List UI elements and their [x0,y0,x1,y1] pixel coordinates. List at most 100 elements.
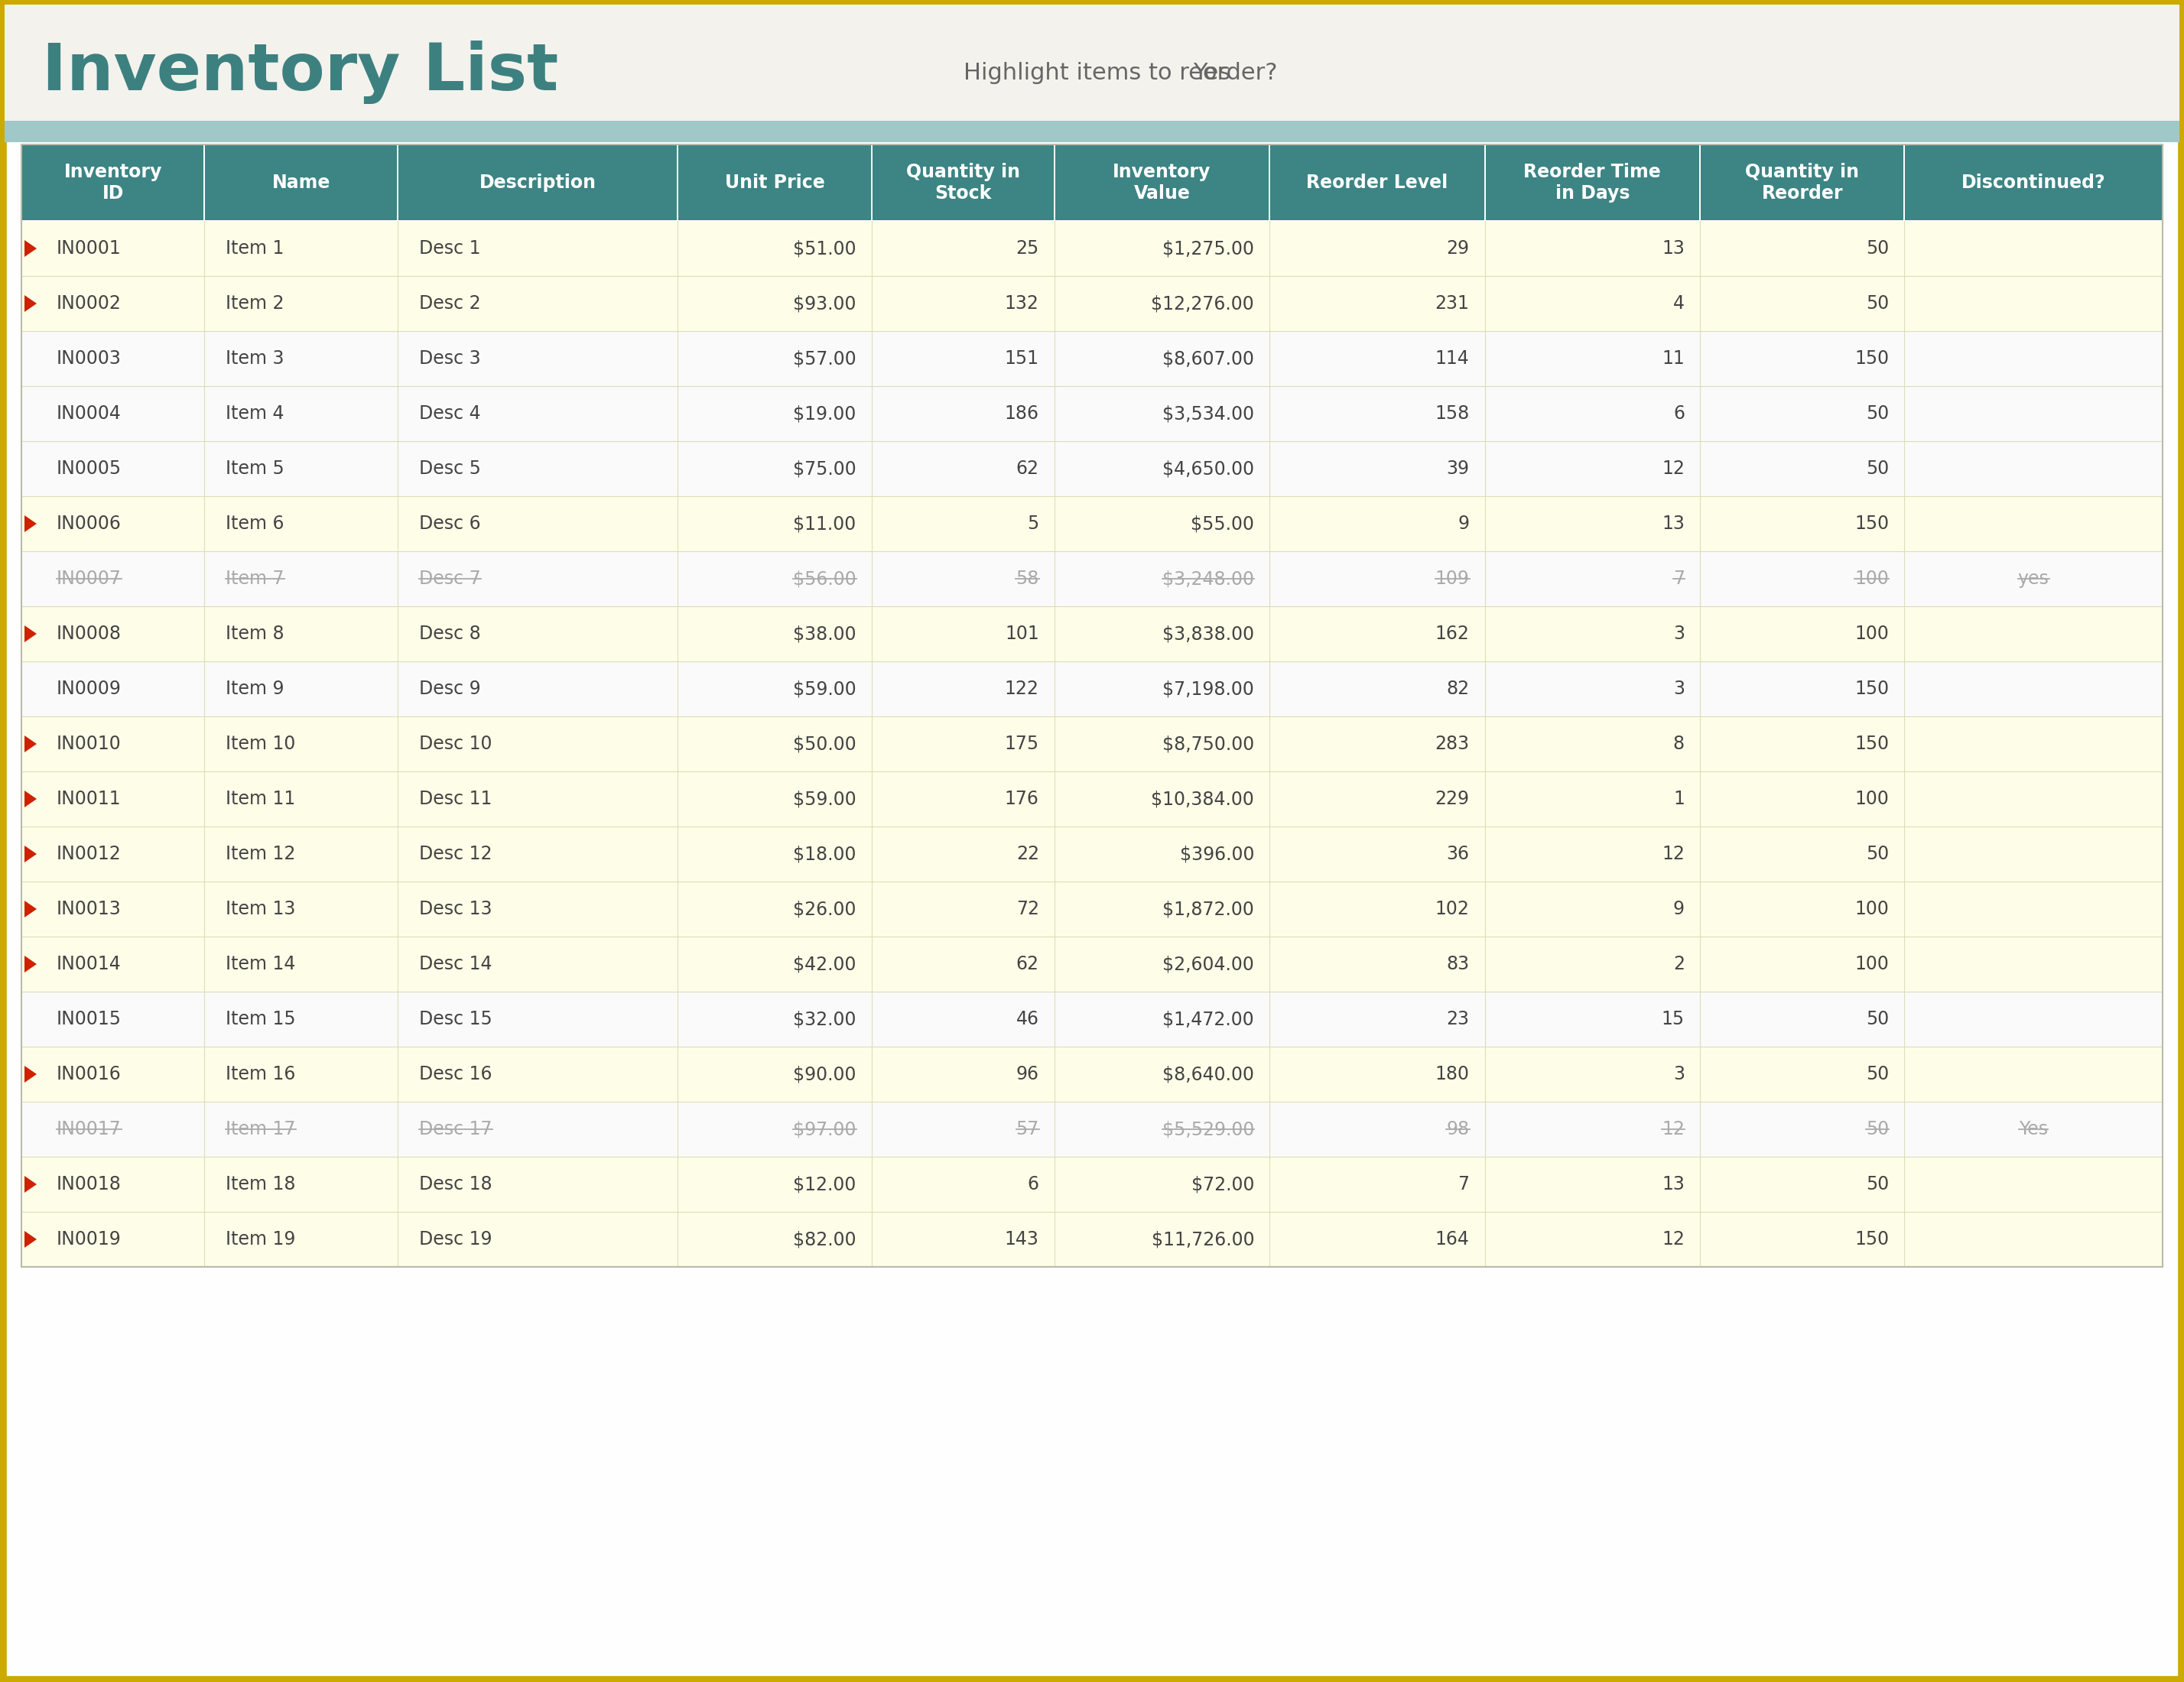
Text: IN0009: IN0009 [57,680,122,698]
Text: Item 11: Item 11 [225,791,295,807]
Text: Inventory List: Inventory List [41,40,559,104]
Text: Desc 14: Desc 14 [419,955,491,974]
Text: $57.00: $57.00 [793,350,856,368]
Bar [22,387,2162,441]
Text: 143: 143 [1005,1230,1040,1248]
Text: $8,750.00: $8,750.00 [1162,735,1254,754]
Text: 50: 50 [1865,294,1889,313]
Text: IN0014: IN0014 [57,955,122,974]
Text: 8: 8 [1673,735,1684,754]
Bar [4,121,2180,143]
Text: 150: 150 [1854,680,1889,698]
Text: 96: 96 [1016,1065,1040,1083]
Text: 3: 3 [1673,624,1684,643]
Text: Item 19: Item 19 [225,1230,295,1248]
Text: 2: 2 [1673,955,1684,974]
Text: IN0003: IN0003 [57,350,122,368]
Text: 50: 50 [1865,1120,1889,1139]
Bar [22,552,2162,606]
Text: 150: 150 [1854,515,1889,533]
Bar [679,145,871,220]
Bar [22,826,2162,881]
Text: IN0002: IN0002 [57,294,122,313]
Text: Desc 8: Desc 8 [419,624,480,643]
Text: Desc 16: Desc 16 [419,1065,491,1083]
Text: 7: 7 [1459,1176,1470,1194]
Text: 132: 132 [1005,294,1040,313]
Text: $12.00: $12.00 [793,1176,856,1194]
Bar [4,5,2180,123]
Text: 4: 4 [1673,294,1684,313]
Bar [22,145,2162,1267]
Text: 12: 12 [1662,844,1684,863]
Text: $7,198.00: $7,198.00 [1162,680,1254,698]
Polygon shape [24,1066,37,1083]
Text: 50: 50 [1865,404,1889,422]
Text: 100: 100 [1854,624,1889,643]
Text: $8,607.00: $8,607.00 [1162,350,1254,368]
Text: Yes: Yes [2018,1120,2049,1139]
Text: 62: 62 [1016,955,1040,974]
Text: Item 2: Item 2 [225,294,284,313]
Text: Desc 6: Desc 6 [419,515,480,533]
Text: Desc 18: Desc 18 [419,1176,494,1194]
Text: Desc 5: Desc 5 [419,459,480,478]
Text: 109: 109 [1435,570,1470,589]
Text: Desc 2: Desc 2 [419,294,480,313]
Bar [22,606,2162,661]
Text: IN0012: IN0012 [57,844,122,863]
Text: Item 8: Item 8 [225,624,284,643]
Polygon shape [24,241,37,257]
Text: 158: 158 [1435,404,1470,422]
Text: $55.00: $55.00 [1190,515,1254,533]
Text: 62: 62 [1016,459,1040,478]
Text: $38.00: $38.00 [793,624,856,643]
Text: 283: 283 [1435,735,1470,754]
Bar [1055,145,1269,220]
Text: Desc 10: Desc 10 [419,735,491,754]
Text: 11: 11 [1662,350,1684,368]
Text: 9: 9 [1673,900,1684,918]
Bar [205,145,397,220]
Text: $12,276.00: $12,276.00 [1151,294,1254,313]
Text: $75.00: $75.00 [793,459,856,478]
Text: $59.00: $59.00 [793,680,856,698]
Bar [400,145,677,220]
Text: $4,650.00: $4,650.00 [1162,459,1254,478]
Text: Desc 13: Desc 13 [419,900,491,918]
Bar [871,145,1053,220]
Bar [22,772,2162,826]
Text: $2,604.00: $2,604.00 [1162,955,1254,974]
Text: Desc 12: Desc 12 [419,844,491,863]
Bar [22,717,2162,772]
Text: 151: 151 [1005,350,1040,368]
Text: 12: 12 [1662,459,1684,478]
Polygon shape [24,515,37,532]
Bar [22,937,2162,992]
Polygon shape [24,735,37,752]
Text: 50: 50 [1865,1009,1889,1028]
Text: Inventory
Value: Inventory Value [1114,163,1210,202]
Text: $3,838.00: $3,838.00 [1162,624,1254,643]
Text: $19.00: $19.00 [793,404,856,422]
Text: $10,384.00: $10,384.00 [1151,791,1254,807]
Text: IN0015: IN0015 [57,1009,122,1028]
Text: 98: 98 [1446,1120,1470,1139]
Text: 50: 50 [1865,1065,1889,1083]
Text: 46: 46 [1016,1009,1040,1028]
Polygon shape [24,955,37,972]
Polygon shape [24,791,37,807]
Text: 3: 3 [1673,1065,1684,1083]
Text: Reorder Level: Reorder Level [1306,173,1448,192]
Text: Desc 1: Desc 1 [419,239,480,257]
Text: Item 15: Item 15 [225,1009,295,1028]
Text: Item 14: Item 14 [225,955,295,974]
Text: Name: Name [273,173,330,192]
Text: 122: 122 [1005,680,1040,698]
Bar [22,276,2162,331]
Text: Description: Description [478,173,596,192]
Text: $32.00: $32.00 [793,1009,856,1028]
Bar [22,496,2162,552]
Text: $396.00: $396.00 [1179,844,1254,863]
Text: Desc 7: Desc 7 [419,570,480,589]
